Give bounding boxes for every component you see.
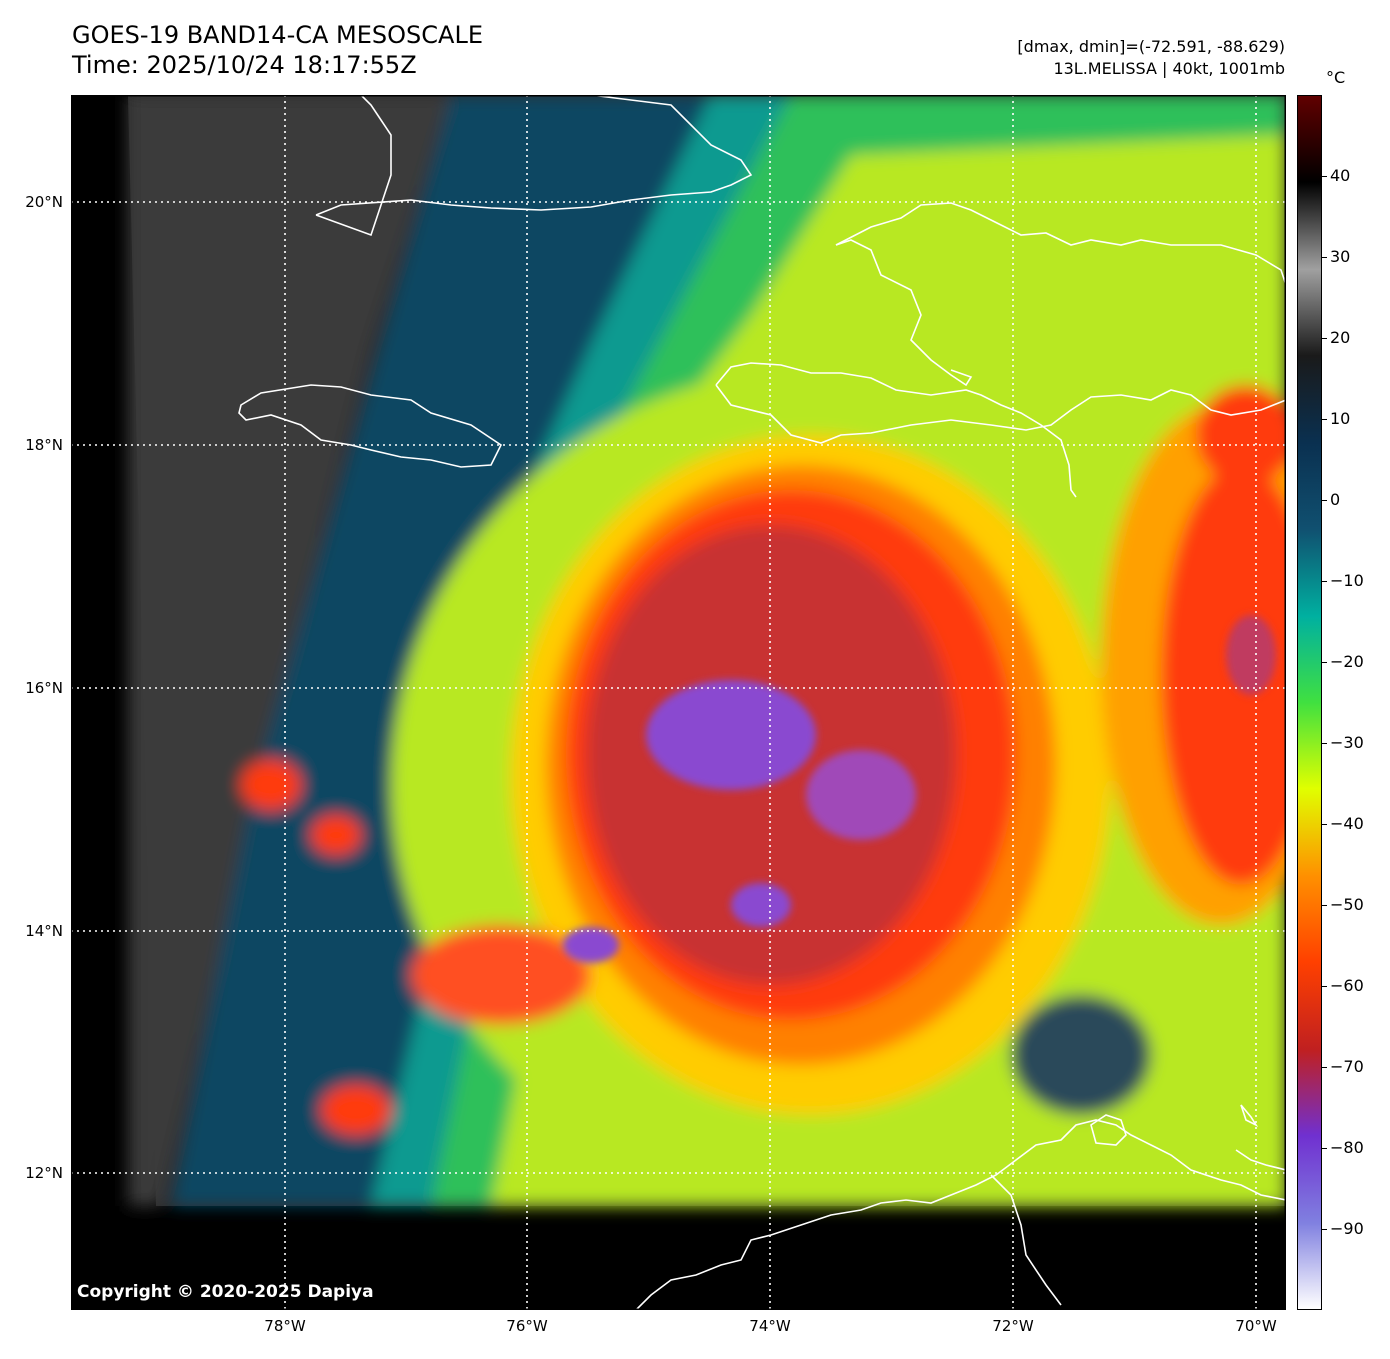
colorbar-tick-label: −60: [1330, 976, 1364, 995]
colorbar-tick: [1322, 500, 1327, 501]
lat-label-20n: 20°N: [25, 193, 63, 211]
lat-label-14n: 14°N: [25, 922, 63, 940]
title-line2-time: Time: 2025/10/24 18:17:55Z: [72, 51, 417, 79]
colorbar-tick: [1322, 743, 1327, 744]
colorbar-tick: [1322, 338, 1327, 339]
colorbar-tick: [1322, 662, 1327, 663]
colorbar-tick-label: 10: [1330, 409, 1351, 428]
gridlines: [71, 95, 1286, 1310]
colorbar-tick: [1322, 176, 1327, 177]
stats-text: [dmax, dmin]=(-72.591, -88.629): [1017, 37, 1285, 56]
colorbar-tick-label: 20: [1330, 328, 1351, 347]
colorbar-tick: [1322, 905, 1327, 906]
colorbar-tick-label: −20: [1330, 652, 1364, 671]
copyright-text: Copyright © 2020-2025 Dapiya: [77, 1282, 374, 1302]
colorbar: [1297, 95, 1322, 1310]
colorbar-tick-label: 40: [1330, 166, 1351, 185]
satellite-map: [71, 95, 1286, 1310]
colorbar-tick-label: −80: [1330, 1138, 1364, 1157]
coastlines: [238, 95, 1286, 1310]
colorbar-tick-label: 30: [1330, 247, 1351, 266]
colorbar-tick-label: −40: [1330, 814, 1364, 833]
colorbar-tick: [1322, 581, 1327, 582]
colorbar-tick: [1322, 1229, 1327, 1230]
colorbar-tick-label: 0: [1330, 490, 1341, 509]
lat-label-12n: 12°N: [25, 1164, 63, 1182]
colorbar-tick: [1322, 419, 1327, 420]
lon-label-72w: 72°W: [992, 1317, 1034, 1335]
colorbar-tick-label: −50: [1330, 895, 1364, 914]
lon-label-70w: 70°W: [1235, 1317, 1277, 1335]
colorbar-tick-label: −30: [1330, 733, 1364, 752]
map-border: [71, 95, 1286, 1310]
lon-label-76w: 76°W: [506, 1317, 548, 1335]
title-line1: GOES-19 BAND14-CA MESOSCALE: [72, 21, 483, 49]
storm-info-text: 13L.MELISSA | 40kt, 1001mb: [1053, 59, 1285, 78]
colorbar-tick: [1322, 1148, 1327, 1149]
lon-label-74w: 74°W: [749, 1317, 791, 1335]
satellite-map-svg: [71, 95, 1286, 1310]
lon-label-78w: 78°W: [264, 1317, 306, 1335]
lat-label-18n: 18°N: [25, 436, 63, 454]
colorbar-tick-label: −10: [1330, 571, 1364, 590]
colorbar-tick: [1322, 1067, 1327, 1068]
lat-label-16n: 16°N: [25, 679, 63, 697]
imagery: [128, 95, 1286, 1206]
colorbar-unit: °C: [1326, 68, 1346, 87]
colorbar-tick: [1322, 824, 1327, 825]
colorbar-tick-label: −70: [1330, 1057, 1364, 1076]
colorbar-tick: [1322, 986, 1327, 987]
colorbar-tick-label: −90: [1330, 1219, 1364, 1238]
colorbar-tick: [1322, 257, 1327, 258]
